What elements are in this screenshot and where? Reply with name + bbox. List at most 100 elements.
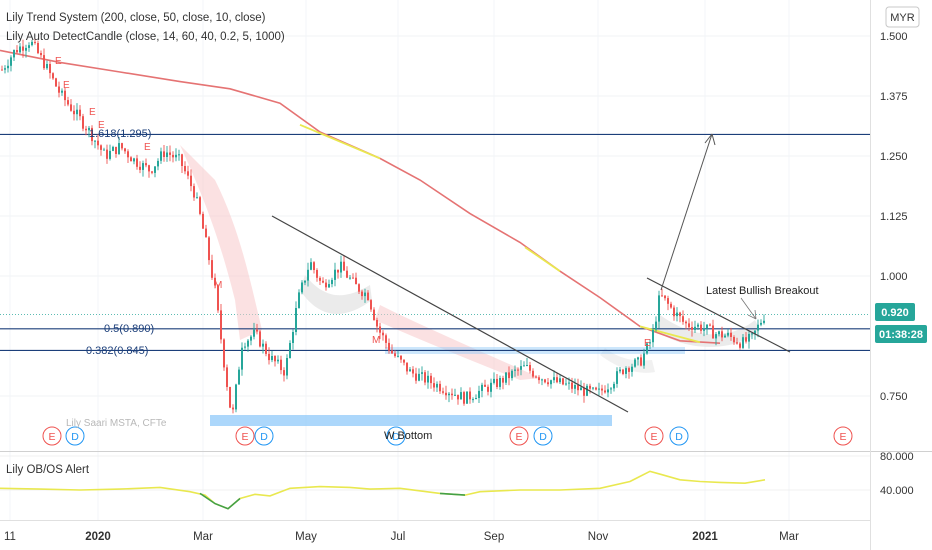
candle-body <box>508 372 510 379</box>
indicator-label-trend[interactable]: Lily Trend System (200, close, 50, close… <box>6 12 266 24</box>
time-axis-labels[interactable]: 11 2020 Mar May Jul Sep Nov 2021 Mar <box>4 531 799 543</box>
projection-arrow-head <box>704 133 716 146</box>
candle-body <box>490 382 492 392</box>
candle-body <box>511 370 513 379</box>
candle-body <box>121 143 123 149</box>
indicator-label-detect[interactable]: Lily Auto DetectCandle (close, 14, 60, 4… <box>6 31 285 43</box>
candle-marker-e: E <box>644 338 651 349</box>
candle-body <box>175 154 177 158</box>
candle-body <box>700 324 702 331</box>
candle-body <box>91 127 93 142</box>
price-tick-label: 1.250 <box>880 151 908 163</box>
candle-body <box>223 339 225 368</box>
candle-body <box>376 320 378 327</box>
earnings-marker-label: E <box>515 431 522 443</box>
candle-body <box>583 387 585 396</box>
candle-body <box>622 369 624 374</box>
countdown-badge <box>875 325 927 343</box>
candle-body <box>703 328 705 331</box>
price-tick-label: 1.125 <box>880 211 908 223</box>
time-tick-label: Nov <box>588 531 609 543</box>
oscillator-line-low <box>439 492 466 496</box>
dividend-marker-label: D <box>260 431 268 443</box>
candle-body <box>727 332 729 336</box>
candle-body <box>559 378 561 383</box>
breakout-pointer <box>740 297 757 320</box>
candle-body <box>397 355 399 357</box>
candle-body <box>544 379 546 383</box>
time-tick-label: May <box>295 531 317 543</box>
oscillator-title[interactable]: Lily OB/OS Alert <box>6 464 90 476</box>
ma-line-highlight <box>299 123 381 160</box>
candle-body <box>358 284 360 292</box>
candle-body <box>10 57 12 66</box>
cloud-gray <box>600 348 655 373</box>
candle-marker-e: E <box>55 56 62 67</box>
candle-body <box>691 327 693 330</box>
main-pane-background <box>0 0 870 451</box>
candle-body <box>523 365 525 367</box>
candle-body <box>16 50 18 53</box>
candle-body <box>502 378 504 383</box>
candle-body <box>319 277 321 281</box>
candle-body <box>217 285 219 311</box>
watermark-text: Lily Saari MSTA, CFTe <box>66 418 167 429</box>
candle-body <box>676 312 678 317</box>
candle-body <box>160 151 162 161</box>
candle-body <box>37 43 39 54</box>
candle-body <box>109 150 111 159</box>
fibonacci-levels <box>0 133 870 351</box>
candle-body <box>205 228 207 238</box>
candle-body <box>547 382 549 385</box>
candle-body <box>658 295 660 322</box>
candle-body <box>688 323 690 328</box>
candle-body <box>58 86 60 93</box>
candle-body <box>442 391 444 393</box>
earnings-marker <box>42 426 62 446</box>
candle-body <box>154 166 156 173</box>
candle-body <box>349 277 351 279</box>
candle-body <box>457 394 459 400</box>
candle-body <box>472 399 474 401</box>
pennant-upper-line[interactable] <box>646 277 791 353</box>
candle-body <box>469 391 471 400</box>
candle-body <box>628 368 630 372</box>
candle-body <box>235 384 237 410</box>
candle-marker-e: E <box>98 120 105 131</box>
candle-body <box>616 371 618 384</box>
candle-body <box>118 143 120 154</box>
candle-body <box>589 385 591 389</box>
candle-body <box>181 154 183 166</box>
trend-lines[interactable] <box>271 133 791 413</box>
candle-body <box>172 154 174 158</box>
moving-average-line <box>0 49 721 344</box>
projection-arrow-line[interactable] <box>660 133 713 291</box>
candle-body <box>718 331 720 335</box>
dividend-marker-label: D <box>539 431 547 443</box>
dividend-marker <box>65 426 85 446</box>
candle-body <box>133 158 135 162</box>
candle-body <box>529 365 531 371</box>
downtrend-line[interactable] <box>271 215 629 413</box>
candle-body <box>661 295 663 297</box>
candle-body <box>85 128 87 131</box>
candle-body <box>730 332 732 337</box>
candle-body <box>103 149 105 151</box>
candle-body <box>283 370 285 376</box>
oscillator-pane <box>0 455 870 510</box>
candle-body <box>721 331 723 338</box>
candle-body <box>61 90 63 93</box>
candle-body <box>553 377 555 381</box>
candle-body <box>46 64 48 69</box>
currency-badge[interactable] <box>885 6 920 28</box>
price-axis[interactable] <box>870 0 932 451</box>
candle-body <box>541 379 543 381</box>
level-label-1618: 1.618(1.295) <box>89 128 151 140</box>
dividend-marker <box>533 426 553 446</box>
dividend-marker-label: D <box>675 431 683 443</box>
dividend-marker <box>386 426 406 446</box>
earnings-marker-label: E <box>48 431 55 443</box>
candle-body <box>436 383 438 388</box>
